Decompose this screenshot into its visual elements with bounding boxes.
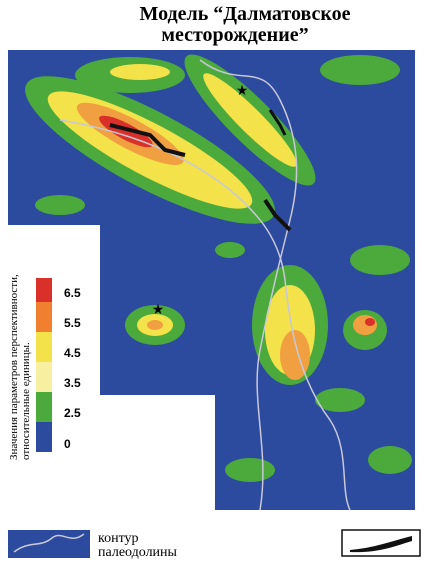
level-label: 5.5	[64, 316, 81, 330]
level-label: 6.5	[64, 286, 81, 300]
key-label: палеодолины	[98, 545, 178, 560]
map-page: Модель “Далматовское месторождение”	[0, 0, 425, 562]
axis-label: относительные единицы.	[20, 342, 32, 460]
axis-label: Значения параметров перспективности,	[8, 274, 20, 460]
title-line: Модель “Далматовское	[139, 3, 350, 25]
level-label: 3.5	[64, 376, 81, 390]
key: контур палеодолины	[8, 530, 420, 560]
level-label: 4.5	[64, 346, 81, 360]
scale-legend: 6.5 5.5 4.5 3.5 2.5 0 Значения параметро…	[8, 274, 81, 460]
title-line: месторождение”	[161, 24, 308, 46]
level-label: 2.5	[64, 406, 81, 420]
key-label: контур	[98, 531, 139, 546]
svg-text:★: ★	[152, 303, 165, 318]
level-label: 0	[64, 437, 71, 451]
svg-text:★: ★	[236, 84, 249, 99]
